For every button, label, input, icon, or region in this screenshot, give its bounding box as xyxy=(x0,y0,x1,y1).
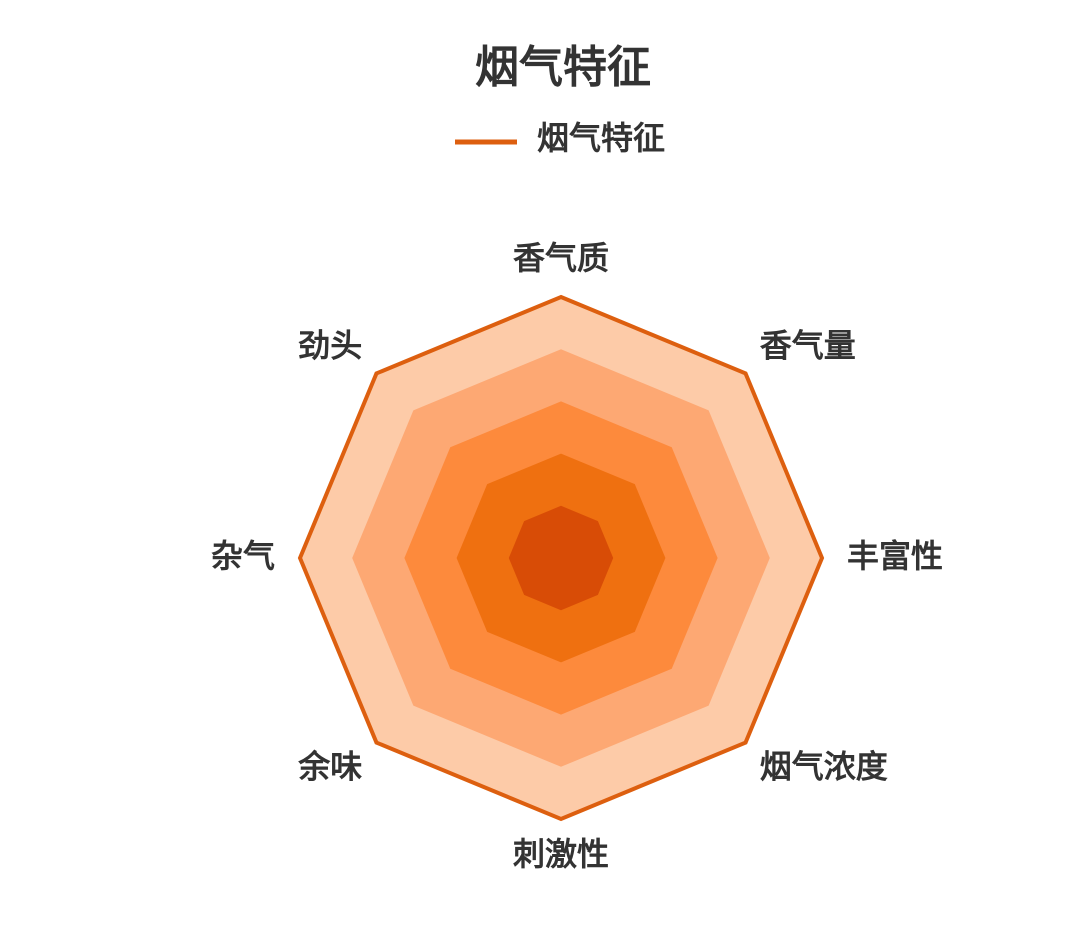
chart-title: 烟气特征 xyxy=(475,42,651,93)
axis-label: 余味 xyxy=(297,748,362,786)
axis-label: 刺激性 xyxy=(513,835,609,873)
split-area xyxy=(508,505,614,611)
axis-label: 丰富性 xyxy=(847,537,943,575)
data-line xyxy=(297,294,825,822)
axis-label: 杂气 xyxy=(211,537,275,575)
axis-label: 劲头 xyxy=(298,326,362,364)
axis-label: 烟气浓度 xyxy=(760,748,888,786)
legend-label: 烟气特征 xyxy=(537,119,665,157)
axis-label: 香气量 xyxy=(760,326,856,364)
axis-label: 香气质 xyxy=(513,239,609,277)
